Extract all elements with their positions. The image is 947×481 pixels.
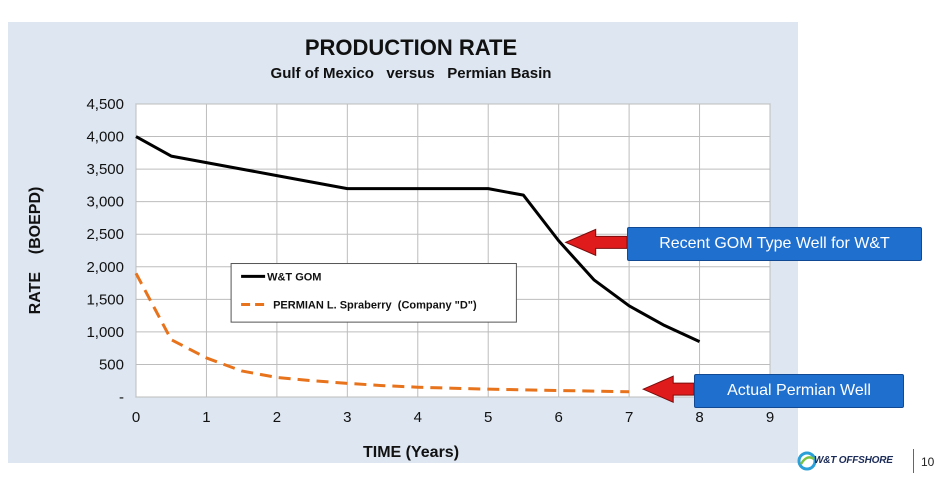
wt-logo-icon [797,451,817,471]
page-number: 10 [921,455,935,469]
x-tick-label: 1 [202,409,210,426]
y-tick-label: 2,000 [86,259,124,276]
x-axis-label: TIME (Years) [363,444,459,461]
y-tick-label: 500 [99,356,124,373]
footer-divider [913,449,914,473]
legend-label-1: PERMIAN L. Spraberry (Company "D") [273,300,477,312]
x-tick-label: 8 [695,409,703,426]
series-line-0 [135,135,701,344]
x-tick-label: 3 [343,409,351,426]
x-tick-label: 4 [414,409,422,426]
y-tick-label: 4,000 [86,129,124,146]
y-tick-label: - [119,389,124,406]
chart-subtitle: Gulf of Mexico versus Permian Basin [271,65,552,82]
x-tick-label: 0 [132,409,140,426]
chart-title: PRODUCTION RATE [305,35,517,60]
legend-label-0: W&T GOM [267,271,321,283]
gom-callout-label: Recent GOM Type Well for W&T [627,227,922,261]
company-logo-text: W&T OFFSHORE [814,455,893,466]
y-tick-label: 2,500 [86,226,124,243]
y-tick-label: 3,500 [86,161,124,178]
y-tick-label: 4,500 [86,96,124,113]
x-tick-label: 6 [554,409,562,426]
x-tick-label: 5 [484,409,492,426]
series-line-1 [134,272,630,394]
x-tick-label: 7 [625,409,633,426]
legend-box [230,263,517,323]
y-tick-label: 3,000 [86,194,124,211]
permian-callout-label: Actual Permian Well [694,374,904,408]
x-tick-label: 2 [273,409,281,426]
y-tick-label: 1,500 [86,291,124,308]
x-tick-label: 9 [766,409,774,426]
y-tick-label: 1,000 [86,324,124,341]
y-axis-label: RATE (BOEPD) [27,187,44,315]
